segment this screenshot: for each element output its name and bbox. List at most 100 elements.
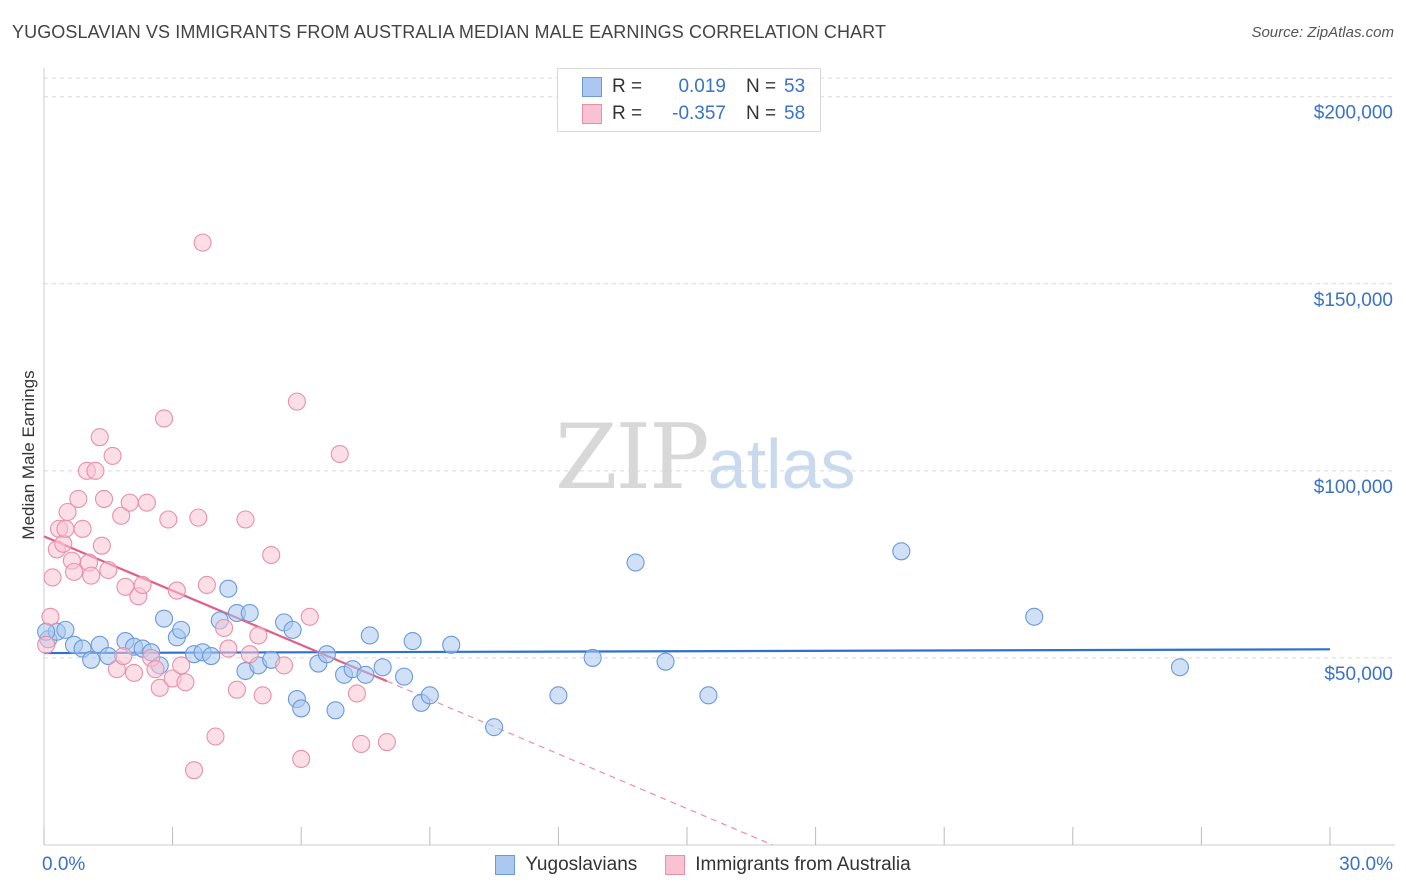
point-immigrants-australia: [64, 562, 84, 581]
point-yugoslavians: [172, 620, 191, 639]
point-yugoslavians: [283, 620, 302, 639]
point-yugoslavians: [583, 648, 602, 667]
point-yugoslavians: [892, 542, 911, 561]
series-label-yugoslavians: Yugoslavians: [525, 854, 638, 875]
point-yugoslavians: [360, 626, 379, 645]
point-yugoslavians: [326, 701, 345, 720]
point-immigrants-australia: [69, 489, 88, 508]
point-yugoslavians: [626, 553, 645, 572]
series-label-immigrants-australia: Immigrants from Australia: [695, 854, 911, 875]
point-immigrants-australia: [176, 673, 195, 692]
point-immigrants-australia: [193, 233, 212, 252]
point-yugoslavians: [1025, 607, 1044, 626]
legend-swatch-immigrants-australia: [582, 104, 602, 124]
point-immigrants-australia: [347, 684, 366, 703]
point-immigrants-australia: [184, 761, 204, 780]
point-immigrants-australia: [206, 727, 225, 746]
series-legend-yugoslavians[interactable]: Yugoslavians: [495, 854, 637, 876]
tick-labels: $50,000 $100,000 $150,000 $200,000 0.0% 30.0%: [42, 103, 1393, 875]
point-yugoslavians: [442, 635, 461, 654]
point-yugoslavians: [56, 620, 75, 639]
point-immigrants-australia: [90, 428, 109, 447]
point-immigrants-australia: [73, 519, 92, 538]
series-swatch-immigrants-australia: [665, 855, 686, 875]
point-yugoslavians: [403, 632, 422, 651]
point-yugoslavians: [373, 658, 392, 677]
legend-row-yugoslavians: R = 0.019 N = 53: [582, 74, 805, 100]
watermark: ZIPatlas: [555, 405, 856, 510]
watermark-atlas: atlas: [707, 425, 856, 503]
point-immigrants-australia: [112, 506, 131, 525]
watermark-zip: ZIP: [555, 405, 710, 510]
data-points: [37, 233, 1190, 780]
point-immigrants-australia: [37, 635, 56, 654]
point-immigrants-australia: [146, 660, 165, 679]
point-immigrants-australia: [292, 749, 311, 768]
y-tick-label: $200,000: [1314, 103, 1393, 124]
point-yugoslavians: [420, 686, 439, 705]
point-immigrants-australia: [99, 560, 118, 580]
point-yugoslavians: [202, 647, 221, 666]
legend-r-label: R =: [612, 103, 643, 124]
legend-n-label: N =: [746, 76, 777, 97]
point-yugoslavians: [549, 686, 568, 705]
series-legend: Yugoslavians Immigrants from Australia: [0, 852, 1406, 878]
legend-n-value: 58: [784, 103, 806, 124]
point-yugoslavians: [1170, 658, 1190, 677]
point-immigrants-australia: [137, 493, 156, 512]
point-immigrants-australia: [92, 536, 111, 555]
y-tick-label: $150,000: [1314, 290, 1393, 311]
x-tick-label: 30.0%: [1339, 854, 1393, 875]
point-immigrants-australia: [94, 489, 114, 508]
point-immigrants-australia: [253, 686, 272, 705]
point-yugoslavians: [219, 579, 238, 598]
point-immigrants-australia: [124, 663, 144, 682]
y-tick-label: $50,000: [1324, 664, 1393, 685]
point-immigrants-australia: [197, 575, 216, 595]
point-immigrants-australia: [275, 656, 294, 675]
point-immigrants-australia: [133, 575, 152, 595]
point-yugoslavians: [395, 667, 414, 686]
series-legend-immigrants-australia[interactable]: Immigrants from Australia: [665, 854, 911, 876]
trend-extension-immigrants-australia: [386, 680, 773, 846]
point-immigrants-australia: [330, 444, 349, 464]
point-yugoslavians: [699, 686, 718, 705]
point-yugoslavians: [485, 718, 504, 737]
point-immigrants-australia: [43, 568, 62, 587]
point-immigrants-australia: [114, 647, 133, 666]
point-immigrants-australia: [189, 508, 208, 527]
legend-r-value: -0.357: [672, 103, 726, 124]
point-yugoslavians: [154, 609, 174, 628]
point-immigrants-australia: [300, 607, 319, 626]
series-swatch-yugoslavians: [495, 855, 516, 875]
y-axis-label: Median Male Earnings: [19, 370, 38, 539]
point-yugoslavians: [356, 665, 375, 684]
point-immigrants-australia: [150, 678, 169, 697]
point-immigrants-australia: [262, 545, 281, 565]
point-immigrants-australia: [56, 519, 75, 538]
point-yugoslavians: [317, 645, 336, 664]
point-immigrants-australia: [120, 493, 139, 512]
point-immigrants-australia: [352, 734, 371, 754]
point-immigrants-australia: [377, 733, 396, 752]
point-immigrants-australia: [41, 607, 60, 626]
point-immigrants-australia: [58, 502, 77, 522]
point-yugoslavians: [240, 603, 259, 623]
legend-n-label: N =: [746, 103, 777, 124]
point-yugoslavians: [292, 699, 311, 718]
point-immigrants-australia: [214, 618, 234, 638]
legend-r-value: 0.019: [678, 76, 726, 97]
legend-swatch-yugoslavians: [582, 77, 602, 97]
point-immigrants-australia: [249, 626, 268, 645]
legend-n-value: 53: [784, 76, 806, 97]
point-immigrants-australia: [219, 639, 238, 658]
point-yugoslavians: [82, 650, 101, 669]
point-immigrants-australia: [167, 581, 186, 600]
point-immigrants-australia: [172, 656, 191, 675]
y-tick-label: $100,000: [1314, 477, 1393, 498]
point-immigrants-australia: [82, 566, 101, 585]
point-immigrants-australia: [240, 645, 259, 664]
point-immigrants-australia: [227, 680, 246, 699]
point-yugoslavians: [656, 652, 675, 671]
